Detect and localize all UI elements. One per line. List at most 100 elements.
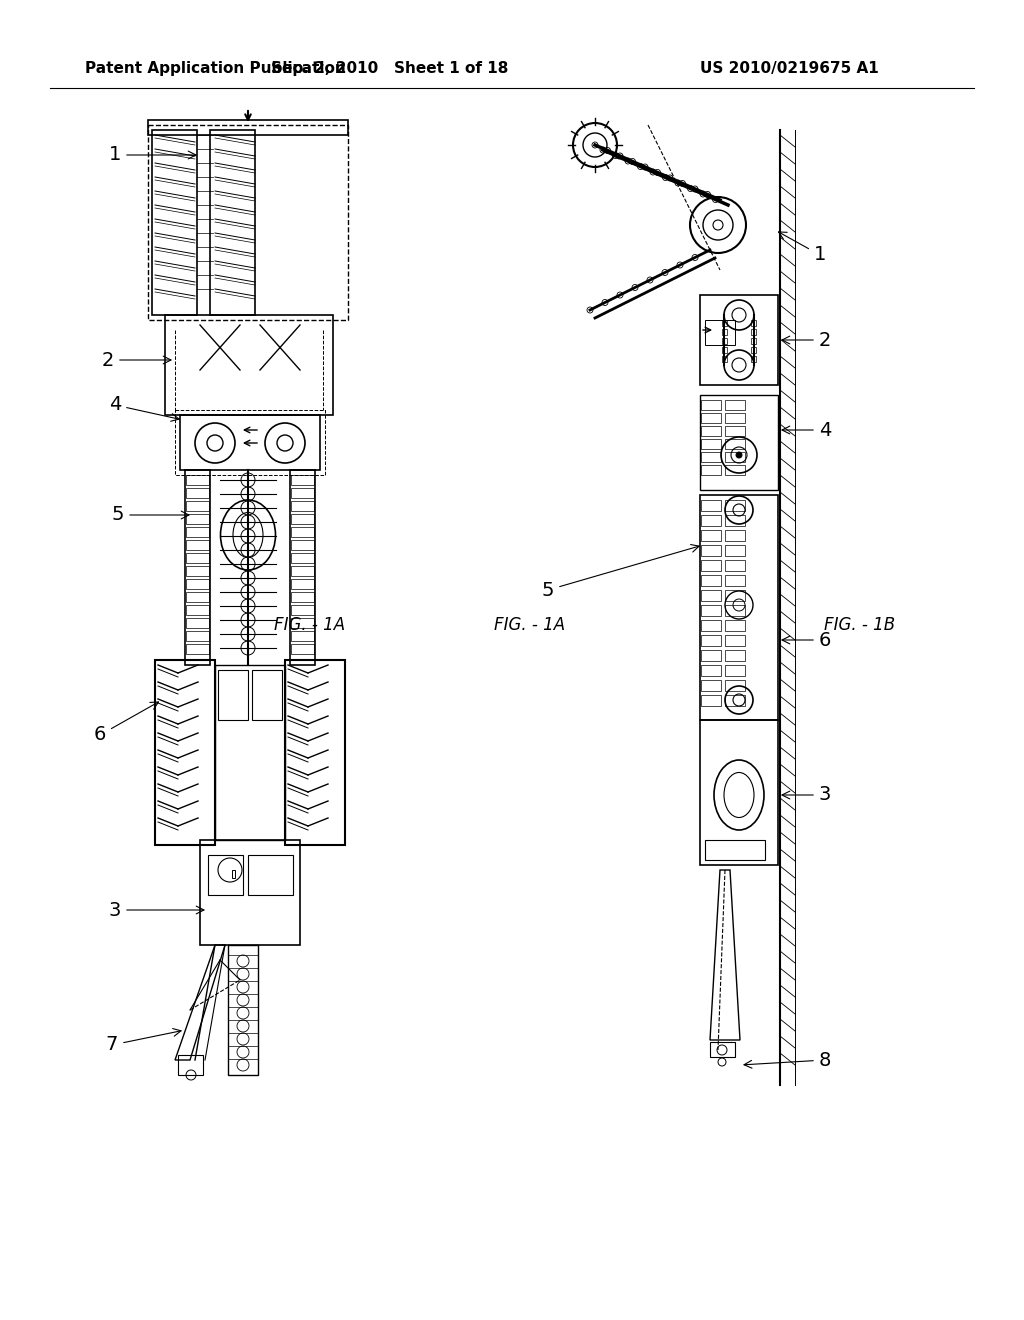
Bar [291, 502, 314, 511]
Text: Sep. 2, 2010   Sheet 1 of 18: Sep. 2, 2010 Sheet 1 of 18 [271, 61, 509, 75]
Text: 1: 1 [109, 145, 196, 165]
Bar [186, 502, 209, 511]
Bar [152, 129, 197, 315]
Bar [701, 531, 721, 541]
Bar [705, 319, 735, 345]
Bar [232, 870, 234, 878]
Bar [155, 660, 215, 845]
Bar [186, 605, 209, 615]
Bar [291, 579, 314, 589]
Bar [701, 545, 721, 556]
Bar [700, 294, 778, 385]
Text: Patent Application Publication: Patent Application Publication [85, 61, 346, 75]
Bar [701, 465, 721, 475]
Text: 4: 4 [109, 396, 179, 421]
Text: FIG. - 1A: FIG. - 1A [495, 616, 565, 634]
Bar [200, 840, 300, 945]
Bar [291, 527, 314, 537]
Bar [725, 465, 745, 475]
Bar [148, 120, 348, 135]
Bar [186, 553, 209, 564]
Bar [186, 591, 209, 602]
Bar [725, 400, 745, 411]
Bar [285, 660, 345, 845]
Bar [725, 620, 745, 631]
Bar [722, 356, 727, 362]
Bar [701, 576, 721, 586]
Bar [180, 414, 319, 470]
Bar [751, 347, 756, 352]
Bar [722, 338, 727, 345]
Bar [701, 605, 721, 616]
Bar [208, 855, 243, 895]
Bar [175, 411, 325, 475]
Bar [252, 671, 282, 719]
Bar [701, 620, 721, 631]
Bar [725, 576, 745, 586]
Bar [751, 329, 756, 335]
Bar [725, 665, 745, 676]
Bar [725, 605, 745, 616]
Bar [290, 470, 315, 665]
Text: 1: 1 [778, 232, 826, 264]
Bar [186, 579, 209, 589]
Bar [701, 635, 721, 645]
Bar [291, 644, 314, 653]
Bar [248, 855, 293, 895]
Bar [705, 840, 765, 861]
Bar [701, 426, 721, 436]
Bar [725, 451, 745, 462]
Bar [710, 1041, 735, 1057]
Bar [701, 500, 721, 511]
Bar [186, 488, 209, 498]
Text: FIG. - 1A: FIG. - 1A [274, 616, 345, 634]
Bar [215, 665, 285, 840]
Bar [291, 475, 314, 484]
Bar [701, 680, 721, 690]
Bar [751, 356, 756, 362]
Bar [722, 329, 727, 335]
Bar [751, 338, 756, 345]
Text: 5: 5 [542, 545, 699, 599]
Bar [701, 590, 721, 601]
Bar [701, 649, 721, 661]
Bar [725, 635, 745, 645]
Bar [701, 400, 721, 411]
Text: 6: 6 [94, 702, 159, 744]
Bar [725, 590, 745, 601]
Bar [701, 515, 721, 525]
Text: 5: 5 [112, 506, 189, 524]
Bar [725, 680, 745, 690]
Bar [186, 540, 209, 550]
Bar [218, 671, 248, 719]
Bar [291, 591, 314, 602]
Bar [291, 513, 314, 524]
Bar [186, 618, 209, 628]
Bar [725, 500, 745, 511]
Bar [725, 413, 745, 422]
Bar [751, 319, 756, 326]
Bar [725, 426, 745, 436]
Bar [210, 129, 255, 315]
Bar [291, 618, 314, 628]
Bar [291, 605, 314, 615]
Bar [291, 566, 314, 576]
Bar [725, 696, 745, 706]
Bar [725, 545, 745, 556]
Bar [701, 560, 721, 572]
Bar [186, 527, 209, 537]
Bar [228, 945, 258, 1074]
Text: FIG. - 1B: FIG. - 1B [824, 616, 896, 634]
Text: 3: 3 [782, 785, 831, 804]
Bar [701, 440, 721, 449]
Bar [722, 319, 727, 326]
Bar [186, 475, 209, 484]
Text: 2: 2 [782, 330, 831, 350]
Bar [148, 125, 348, 319]
Circle shape [736, 451, 742, 458]
Bar [291, 553, 314, 564]
Text: US 2010/0219675 A1: US 2010/0219675 A1 [700, 61, 879, 75]
Bar [725, 440, 745, 449]
Bar [725, 649, 745, 661]
Bar [701, 451, 721, 462]
